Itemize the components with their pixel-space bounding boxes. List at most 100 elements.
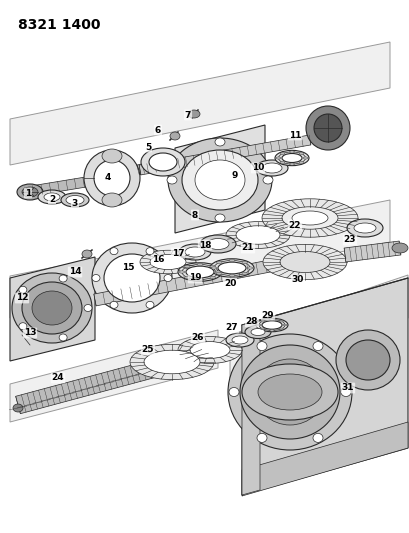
Ellipse shape — [289, 151, 294, 153]
Polygon shape — [10, 257, 95, 361]
Text: 8321 1400: 8321 1400 — [18, 18, 100, 32]
Ellipse shape — [211, 267, 216, 269]
Polygon shape — [139, 135, 310, 175]
Polygon shape — [137, 158, 166, 175]
Ellipse shape — [209, 265, 215, 268]
Polygon shape — [94, 259, 276, 306]
Ellipse shape — [261, 321, 281, 329]
Text: 22: 22 — [288, 221, 301, 230]
Ellipse shape — [197, 263, 202, 265]
Ellipse shape — [184, 247, 204, 257]
Ellipse shape — [59, 275, 67, 282]
Ellipse shape — [256, 324, 261, 326]
Ellipse shape — [17, 184, 43, 200]
Ellipse shape — [256, 342, 266, 351]
Ellipse shape — [178, 263, 221, 281]
Ellipse shape — [245, 326, 270, 338]
Ellipse shape — [150, 254, 186, 270]
Text: 11: 11 — [288, 131, 301, 140]
Ellipse shape — [279, 320, 283, 322]
Text: 12: 12 — [16, 294, 28, 303]
Text: 13: 13 — [24, 328, 36, 337]
Ellipse shape — [166, 176, 177, 184]
Ellipse shape — [102, 193, 122, 207]
Ellipse shape — [110, 301, 118, 309]
Ellipse shape — [225, 333, 254, 347]
Ellipse shape — [255, 318, 287, 332]
Ellipse shape — [225, 222, 289, 248]
Ellipse shape — [289, 163, 294, 165]
Ellipse shape — [184, 276, 190, 279]
Ellipse shape — [279, 161, 284, 164]
Ellipse shape — [59, 334, 67, 341]
Ellipse shape — [346, 219, 382, 237]
Ellipse shape — [184, 265, 190, 268]
Text: 30: 30 — [291, 276, 303, 285]
Ellipse shape — [229, 259, 234, 262]
Ellipse shape — [353, 223, 375, 233]
Ellipse shape — [104, 254, 160, 302]
Ellipse shape — [146, 248, 154, 255]
Ellipse shape — [260, 328, 264, 330]
Ellipse shape — [13, 404, 23, 412]
Ellipse shape — [164, 274, 172, 281]
Ellipse shape — [32, 291, 72, 325]
Text: 15: 15 — [121, 263, 134, 272]
Ellipse shape — [182, 150, 257, 210]
Ellipse shape — [94, 160, 130, 196]
Polygon shape — [241, 320, 259, 495]
Ellipse shape — [239, 345, 339, 439]
Ellipse shape — [269, 319, 274, 320]
Ellipse shape — [229, 274, 234, 277]
Ellipse shape — [92, 243, 172, 313]
Polygon shape — [175, 125, 264, 233]
Text: 29: 29 — [261, 311, 274, 319]
Ellipse shape — [247, 267, 252, 269]
Text: 4: 4 — [105, 174, 111, 182]
Ellipse shape — [92, 274, 100, 281]
Ellipse shape — [281, 207, 337, 229]
Ellipse shape — [22, 187, 38, 197]
Text: 1: 1 — [25, 189, 31, 198]
Ellipse shape — [84, 304, 92, 311]
Ellipse shape — [262, 176, 272, 184]
Ellipse shape — [241, 272, 247, 274]
Text: 5: 5 — [144, 142, 151, 151]
Ellipse shape — [291, 211, 327, 225]
Text: 25: 25 — [142, 345, 154, 354]
Ellipse shape — [141, 148, 184, 176]
Text: 18: 18 — [198, 240, 211, 249]
Ellipse shape — [250, 328, 264, 335]
Ellipse shape — [236, 226, 279, 244]
Ellipse shape — [197, 278, 202, 281]
Text: 3: 3 — [72, 198, 78, 207]
Ellipse shape — [209, 259, 254, 277]
Ellipse shape — [260, 320, 264, 322]
Ellipse shape — [170, 132, 180, 140]
Ellipse shape — [279, 252, 329, 272]
Text: 2: 2 — [49, 195, 55, 204]
Text: 24: 24 — [52, 374, 64, 383]
Ellipse shape — [313, 114, 341, 142]
Ellipse shape — [231, 336, 247, 344]
Ellipse shape — [209, 276, 215, 279]
Ellipse shape — [214, 138, 225, 146]
Ellipse shape — [227, 334, 351, 450]
Ellipse shape — [148, 153, 177, 171]
Ellipse shape — [215, 271, 220, 273]
Ellipse shape — [66, 196, 84, 205]
Text: 26: 26 — [191, 334, 204, 343]
Ellipse shape — [218, 262, 245, 274]
Text: 14: 14 — [69, 268, 81, 277]
Ellipse shape — [312, 342, 322, 351]
Ellipse shape — [391, 243, 407, 253]
Ellipse shape — [82, 250, 92, 258]
Ellipse shape — [256, 433, 266, 442]
Polygon shape — [10, 330, 218, 422]
Text: 20: 20 — [223, 279, 236, 287]
Ellipse shape — [200, 235, 236, 253]
Ellipse shape — [261, 199, 357, 237]
Ellipse shape — [299, 161, 303, 164]
Ellipse shape — [335, 330, 399, 390]
Ellipse shape — [12, 273, 92, 343]
